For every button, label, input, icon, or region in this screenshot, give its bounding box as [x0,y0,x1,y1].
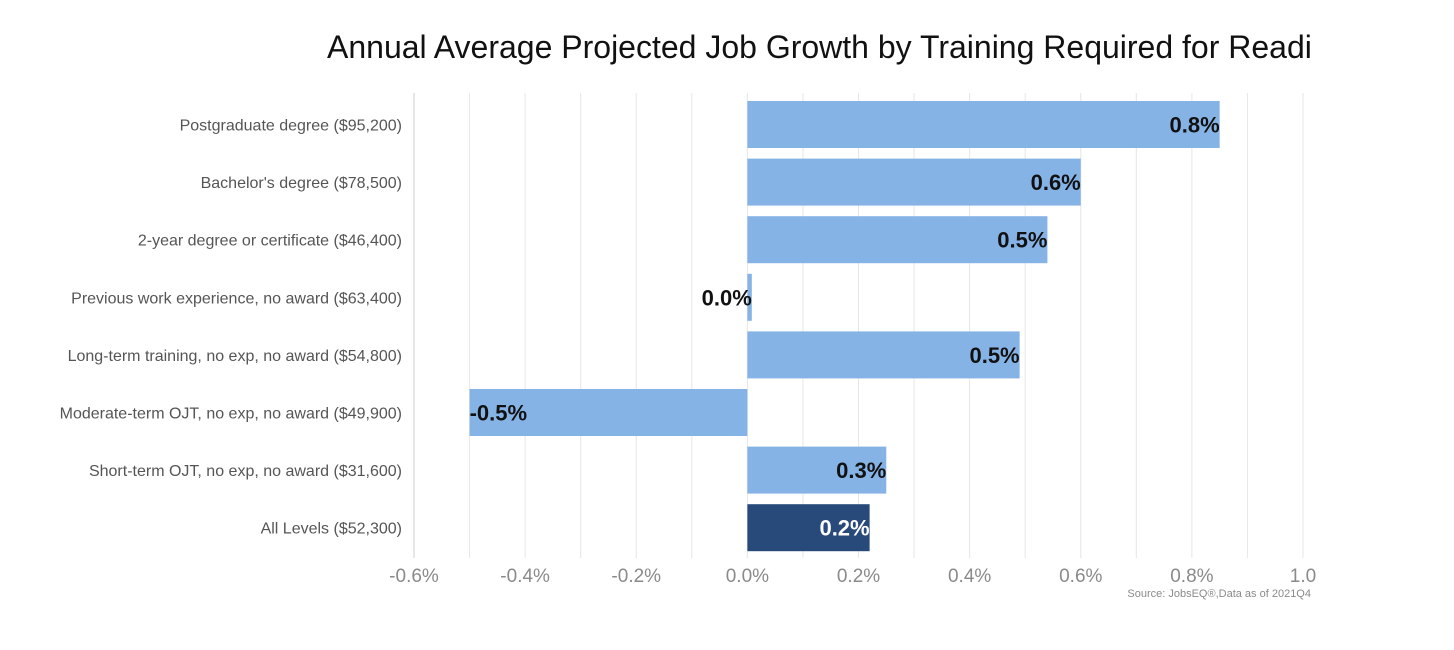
bars [469,101,1220,552]
data-label: 0.8% [1170,113,1220,138]
x-tick-label: 0.6% [1059,566,1102,587]
category-labels: Postgraduate degree ($95,200) Bachelor's … [60,118,402,538]
x-tick-label: -0.6% [389,566,439,587]
category-label: Short-term OJT, no exp, no award ($31,60… [89,463,402,480]
data-labels: 0.8% 0.6% 0.5% 0.0% 0.5% -0.5% 0.3% 0.2% [470,113,1220,541]
bar [747,216,1048,264]
category-label: Postgraduate degree ($95,200) [180,118,402,135]
bar [747,446,887,494]
chart-title: Annual Average Projected Job Growth by T… [327,29,1330,65]
category-label: Bachelor's degree ($78,500) [201,175,402,192]
category-label: Previous work experience, no award ($63,… [71,290,402,307]
bar [747,331,1020,379]
x-tick-label: 0.8% [1170,566,1213,587]
category-label: Moderate-term OJT, no exp, no award ($49… [60,406,402,423]
x-tick-label: 0.0% [726,566,769,587]
x-tick-label: 1.0 [1290,566,1316,587]
bar [469,389,748,436]
data-label: 0.2% [819,516,869,541]
category-label: Long-term training, no exp, no award ($5… [68,348,402,365]
data-label: 0.0% [702,285,752,310]
x-tick-labels: -0.6% -0.4% -0.2% 0.0% 0.2% 0.4% 0.6% 0.8% 1.0 [389,566,1316,587]
bar [747,101,1220,148]
x-tick-label: -0.2% [611,566,661,587]
x-tick-label: 0.2% [837,566,880,587]
data-label: -0.5% [470,401,527,426]
data-label: 0.5% [969,343,1019,368]
bar [747,158,1081,206]
data-label: 0.3% [836,458,886,483]
x-tick-label: 0.4% [948,566,991,587]
x-tick-label: -0.4% [500,566,550,587]
bar [747,273,752,321]
source-note: Source: JobsEQ®,Data as of 2021Q4 [1127,588,1311,600]
category-label: All Levels ($52,300) [261,521,402,538]
category-label: 2-year degree or certificate ($46,400) [138,233,402,250]
data-label: 0.5% [997,228,1047,253]
bar-highlight [747,504,870,552]
data-label: 0.6% [1031,170,1081,195]
